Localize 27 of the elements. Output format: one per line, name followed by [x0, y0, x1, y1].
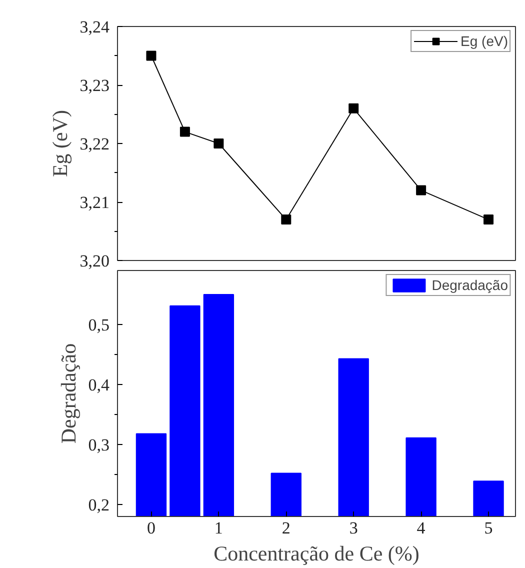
x-axis-title: Concentração de Ce (%)	[214, 542, 420, 566]
x-tick-label: 4	[416, 518, 426, 538]
y-tick-label: 3,20	[80, 252, 110, 270]
x-tick-label: 5	[484, 518, 493, 538]
legend-label: Eg (eV)	[460, 33, 508, 49]
x-tick-label: 3	[349, 518, 358, 538]
y-tick-label: 3,22	[80, 134, 110, 154]
x-tick-label: 2	[282, 518, 290, 538]
point	[214, 138, 224, 148]
y-tick-label: 3,21	[80, 193, 110, 212]
point	[146, 50, 156, 61]
y-tick-label: 0,3	[88, 436, 110, 454]
x-tick-label: 0	[146, 518, 156, 538]
point	[348, 103, 359, 114]
point	[281, 214, 292, 225]
y-axis-title: Degradação	[56, 343, 80, 444]
x-tick-label: 1	[214, 518, 223, 538]
point	[484, 214, 494, 225]
point	[180, 126, 190, 137]
y-axis-title: Eg (eV)	[48, 110, 72, 178]
point	[416, 185, 426, 196]
y-tick-label: 3,24	[80, 18, 110, 36]
y-tick-label: 3,23	[80, 76, 110, 95]
y-tick-label: 0,4	[88, 376, 110, 394]
legend-label: Degradação	[432, 277, 508, 293]
y-tick-label: 0,2	[88, 496, 110, 514]
y-tick-label: 0,5	[88, 316, 110, 334]
